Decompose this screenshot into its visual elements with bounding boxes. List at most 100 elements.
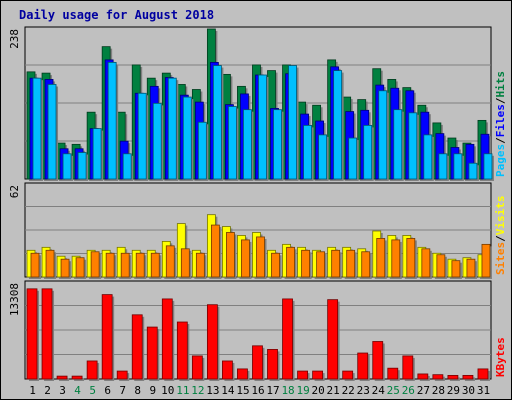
bar-kbytes-day-27 [417,373,430,381]
x-tick-label-day-31: 31 [477,384,490,397]
x-tick-label-day-28: 28 [432,384,445,397]
bar-kbytes-day-28 [432,374,445,381]
bar-sites-day-9 [150,252,162,279]
bar-pages-day-22 [348,137,359,181]
bar-pages-day-17 [273,109,284,181]
bar-kbytes-day-23 [357,352,370,381]
bar-sites-day-18 [286,246,297,279]
panel-2: 62 Sites/Visits [8,182,507,279]
panel-3-axis-title: KBytes [494,337,507,377]
panel-2-axis-title: Sites/Visits [494,196,507,276]
bar-pages-day-3 [62,153,74,181]
bar-sites-day-20 [316,251,327,279]
x-tick-label-day-13: 13 [206,384,219,397]
x-tick-label-day-14: 14 [221,384,235,397]
bar-sites-day-8 [135,252,147,279]
bar-kbytes-day-21 [327,299,340,381]
bar-kbytes-day-9 [146,326,160,381]
bar-pages-day-14 [228,106,239,181]
bar-pages-day-28 [438,153,449,181]
x-tick-label-day-8: 8 [134,384,141,397]
panel-1-ymax-label: 238 [8,29,21,49]
bar-pages-day-11 [182,96,194,181]
chart-title: Daily usage for August 2018 [19,8,214,22]
bar-pages-day-29 [453,153,464,181]
bar-pages-day-23 [363,125,374,181]
bar-kbytes-day-12 [191,355,205,381]
x-tick-label-day-7: 7 [119,384,126,397]
x-tick-label-day-12: 12 [191,384,204,397]
bar-kbytes-day-25 [387,367,400,381]
bar-sites-day-7 [120,252,132,279]
bar-sites-day-28 [436,254,447,279]
bar-kbytes-day-5 [86,360,100,381]
bar-pages-day-4 [77,152,89,181]
x-tick-label-day-9: 9 [149,384,156,397]
bar-pages-day-20 [318,134,329,181]
x-tick-label-day-2: 2 [44,384,51,397]
bar-sites-day-3 [60,258,72,279]
bar-kbytes-day-31 [477,368,490,381]
x-tick-label-day-6: 6 [104,384,111,397]
x-tick-label-day-21: 21 [327,384,340,397]
bar-pages-day-2 [47,84,59,181]
axis-title-kbytes: KBytes [494,337,507,377]
x-tick-label-day-29: 29 [447,384,460,397]
bar-sites-day-30 [466,258,477,279]
x-tick-label-day-5: 5 [89,384,96,397]
bar-sites-day-31 [481,243,492,279]
bar-pages-day-9 [152,102,164,181]
bar-pages-day-6 [107,62,119,181]
x-tick-label-day-20: 20 [312,384,325,397]
x-tick-label-day-27: 27 [417,384,430,397]
bar-kbytes-day-7 [116,370,130,381]
bar-kbytes-day-15 [237,368,250,381]
x-tick-label-day-24: 24 [372,384,386,397]
axis-title-hits: Hits [494,71,507,98]
bar-kbytes-day-19 [297,370,310,381]
bar-sites-day-24 [376,238,387,279]
x-tick-label-day-16: 16 [251,384,264,397]
x-tick-label-day-23: 23 [357,384,370,397]
bar-pages-day-12 [197,121,209,181]
bar-sites-day-17 [271,252,282,279]
bar-sites-day-15 [241,239,252,279]
bar-sites-day-21 [331,249,342,279]
bar-sites-day-29 [451,260,462,279]
bar-kbytes-day-1 [26,288,39,381]
bar-kbytes-day-10 [161,298,175,381]
bar-sites-day-4 [75,257,87,279]
x-tick-label-day-25: 25 [387,384,400,397]
bar-pages-day-26 [408,112,419,181]
axis-title-pages: Pages [494,144,507,177]
bar-pages-day-15 [243,109,254,181]
bar-kbytes-day-18 [282,298,295,381]
bar-kbytes-day-8 [131,314,145,381]
x-tick-label-day-18: 18 [281,384,294,397]
bar-sites-day-2 [45,249,57,279]
axis-title-files: Files [494,104,507,137]
bar-kbytes-day-17 [267,349,280,381]
bar-pages-day-21 [333,70,344,181]
x-tick-label-day-10: 10 [161,384,174,397]
bar-sites-day-10 [165,245,177,279]
bar-sites-day-12 [195,252,207,279]
bar-sites-day-5 [90,251,102,279]
x-tick-label-day-19: 19 [296,384,309,397]
panel-2-ymax-label: 62 [8,185,21,198]
bar-kbytes-day-13 [206,304,220,381]
bar-sites-day-19 [301,249,312,279]
x-tick-label-day-15: 15 [236,384,249,397]
bar-kbytes-day-4 [71,375,85,381]
bar-kbytes-day-2 [41,288,55,381]
bar-sites-day-22 [346,249,357,279]
bar-sites-day-11 [180,248,192,279]
x-tick-label-day-4: 4 [74,384,81,397]
bar-sites-day-16 [256,236,267,279]
bar-pages-day-10 [167,77,179,181]
panel-3-ymax-label: 13308 [8,283,21,316]
bar-pages-day-19 [303,125,314,181]
bar-pages-day-8 [137,92,149,181]
